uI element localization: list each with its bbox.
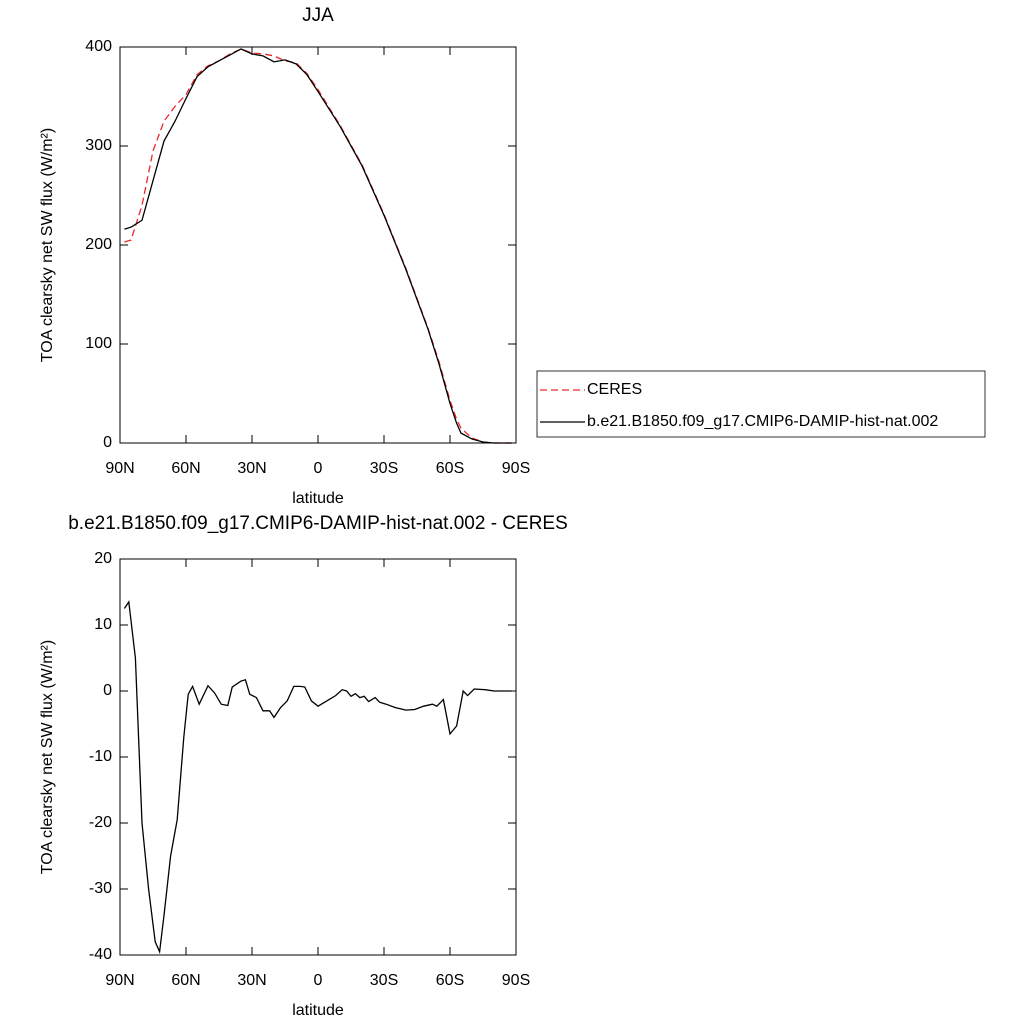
y-axis-label: TOA clearsky net SW flux (W/m²) <box>39 640 56 874</box>
x-tick-label: 0 <box>314 972 323 989</box>
y-tick-label: 100 <box>85 335 112 352</box>
x-axis-label: latitude <box>292 490 344 507</box>
y-tick-label: -10 <box>89 748 112 765</box>
y-tick-label: 400 <box>85 38 112 55</box>
x-tick-label: 30S <box>370 972 398 989</box>
y-tick-label: 200 <box>85 236 112 253</box>
y-tick-label: -30 <box>89 880 112 897</box>
chart-title: JJA <box>302 5 334 26</box>
x-tick-label: 30N <box>237 972 266 989</box>
x-tick-label: 30S <box>370 460 398 477</box>
data-line <box>124 48 512 444</box>
y-tick-label: -40 <box>89 946 112 963</box>
data-line <box>123 600 512 955</box>
x-tick-label: 90N <box>105 460 134 477</box>
y-tick-label: 300 <box>85 137 112 154</box>
y-tick-label: -20 <box>89 814 112 831</box>
y-axis-label: TOA clearsky net SW flux (W/m²) <box>39 128 56 362</box>
x-tick-label: 30N <box>237 460 266 477</box>
legend-label: b.e21.B1850.f09_g17.CMIP6-DAMIP-hist-nat… <box>587 413 938 430</box>
y-tick-label: 20 <box>94 550 112 567</box>
plot-frame <box>119 46 517 444</box>
x-tick-label: 90S <box>502 460 530 477</box>
x-tick-label: 90N <box>105 972 134 989</box>
x-tick-label: 60S <box>436 972 464 989</box>
chart-title: b.e21.B1850.f09_g17.CMIP6-DAMIP-hist-nat… <box>68 513 568 534</box>
legend-label: CERES <box>587 381 642 398</box>
x-tick-label: 0 <box>314 460 323 477</box>
y-tick-label: 10 <box>94 616 112 633</box>
x-axis-label: latitude <box>292 1002 344 1019</box>
x-tick-label: 90S <box>502 972 530 989</box>
x-tick-label: 60N <box>171 972 200 989</box>
y-tick-label: 0 <box>103 682 112 699</box>
data-line <box>124 48 512 444</box>
plot-frame <box>119 558 517 956</box>
x-tick-label: 60S <box>436 460 464 477</box>
legend-box <box>536 370 986 438</box>
y-tick-label: 0 <box>103 434 112 451</box>
x-tick-label: 60N <box>171 460 200 477</box>
